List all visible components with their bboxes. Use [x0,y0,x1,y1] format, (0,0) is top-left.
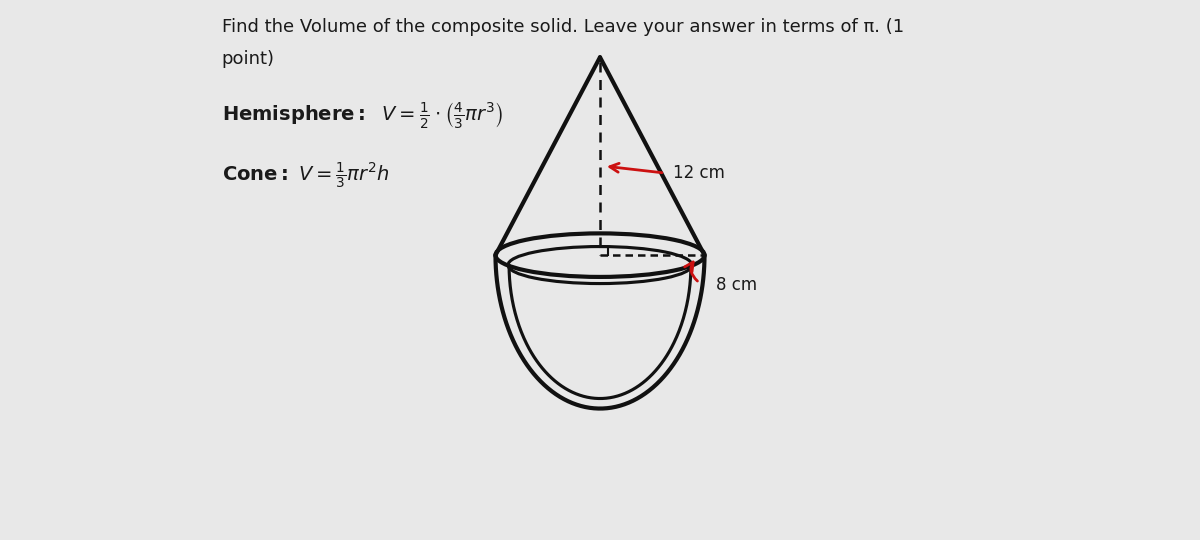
Text: 8 cm: 8 cm [716,276,757,294]
FancyArrowPatch shape [684,262,697,281]
Text: 12 cm: 12 cm [673,164,725,182]
Text: point): point) [222,50,275,68]
Text: $\mathbf{Hemisphere:}$  $V = \frac{1}{2} \cdot \left(\frac{4}{3}\pi r^3\right)$: $\mathbf{Hemisphere:}$ $V = \frac{1}{2} … [222,100,503,130]
Text: $\mathbf{Cone:}$ $V = \frac{1}{3}\pi r^2 h$: $\mathbf{Cone:}$ $V = \frac{1}{3}\pi r^2… [222,161,390,191]
Text: Find the Volume of the composite solid. Leave your answer in terms of π. (1: Find the Volume of the composite solid. … [222,18,904,36]
